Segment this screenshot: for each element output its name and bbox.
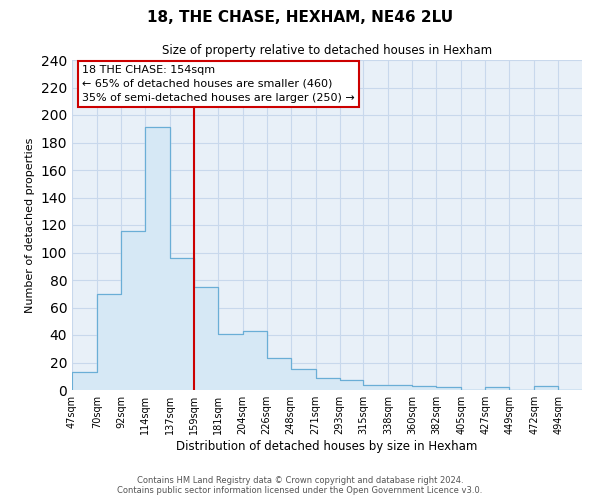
Y-axis label: Number of detached properties: Number of detached properties <box>25 138 35 312</box>
Text: 18 THE CHASE: 154sqm
← 65% of detached houses are smaller (460)
35% of semi-deta: 18 THE CHASE: 154sqm ← 65% of detached h… <box>82 65 355 103</box>
Text: Contains HM Land Registry data © Crown copyright and database right 2024.
Contai: Contains HM Land Registry data © Crown c… <box>118 476 482 495</box>
Polygon shape <box>72 128 582 390</box>
Text: 18, THE CHASE, HEXHAM, NE46 2LU: 18, THE CHASE, HEXHAM, NE46 2LU <box>147 10 453 25</box>
X-axis label: Distribution of detached houses by size in Hexham: Distribution of detached houses by size … <box>176 440 478 453</box>
Title: Size of property relative to detached houses in Hexham: Size of property relative to detached ho… <box>162 44 492 58</box>
